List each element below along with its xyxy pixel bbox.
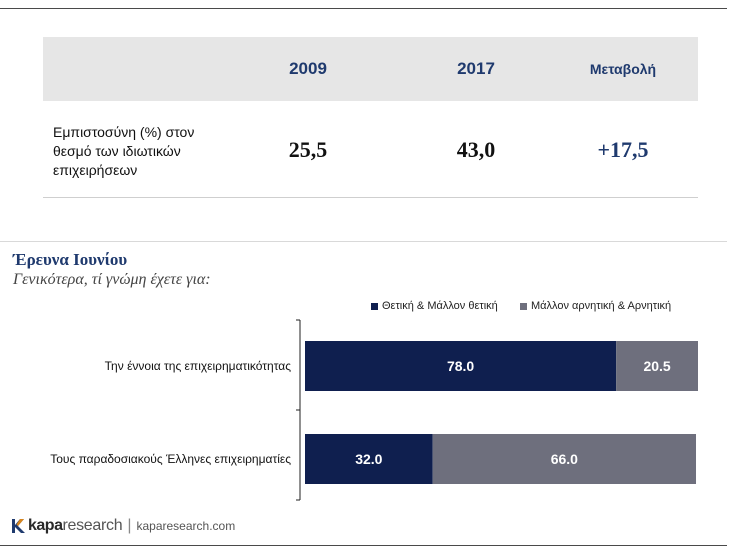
legend-swatch-negative bbox=[520, 302, 527, 310]
table-row: Εμπιστοσύνη (%) στον θεσμό των ιδιωτικών… bbox=[43, 101, 698, 198]
section-divider bbox=[0, 241, 727, 242]
bar-value-label: 66.0 bbox=[551, 451, 578, 467]
header-change: Μεταβολή bbox=[589, 61, 657, 77]
row-label-line: Εμπιστοσύνη (%) στον bbox=[53, 124, 195, 140]
header-2009: 2009 bbox=[289, 59, 327, 78]
logo-research-text: research bbox=[62, 517, 123, 534]
legend-item-negative: Μάλλον αρνητική & Αρνητική bbox=[520, 299, 671, 313]
kapa-research-logo: kapa research | kaparesearch.com bbox=[10, 515, 235, 537]
bar-value-label: 32.0 bbox=[355, 451, 382, 467]
top-rule bbox=[0, 8, 727, 9]
category-label: Την έννοια της επιχειρηματικότητας bbox=[105, 359, 292, 373]
value-2017: 43,0 bbox=[456, 137, 496, 162]
category-label: Τους παραδοσιακούς Έλληνες επιχειρηματίε… bbox=[50, 452, 291, 466]
header-2017: 2017 bbox=[457, 59, 495, 78]
survey-question: Γενικότερα, τί γνώμη έχετε για: bbox=[13, 271, 211, 288]
bottom-rule bbox=[0, 545, 727, 546]
bar-negative bbox=[616, 341, 698, 391]
row-label-line: θεσμό των ιδιωτικών bbox=[53, 143, 181, 159]
bar-negative bbox=[432, 434, 697, 484]
logo-separator: | bbox=[127, 517, 132, 534]
row-label-line: επιχειρήσεων bbox=[53, 162, 138, 178]
bar-positive bbox=[305, 341, 617, 391]
row-label: Εμπιστοσύνη (%) στον θεσμό των ιδιωτικών… bbox=[53, 123, 253, 180]
legend-label-positive: Θετική & Μάλλον θετική bbox=[382, 300, 498, 312]
trust-table: 2009 2017 Μεταβολή Εμπιστοσύνη (%) στον … bbox=[43, 37, 698, 198]
bar-positive bbox=[305, 434, 433, 484]
bar-value-label: 20.5 bbox=[643, 358, 670, 374]
legend-item-positive: Θετική & Μάλλον θετική bbox=[371, 299, 498, 313]
bar-value-label: 78.0 bbox=[447, 358, 474, 374]
logo-url[interactable]: kaparesearch.com bbox=[136, 519, 236, 533]
logo-mark-icon bbox=[12, 519, 25, 533]
value-change: +17,5 bbox=[597, 137, 649, 162]
legend-swatch-positive bbox=[371, 302, 378, 310]
logo-kapa-text: kapa bbox=[28, 517, 63, 534]
table-header: 2009 2017 Μεταβολή bbox=[43, 37, 698, 101]
legend-label-negative: Μάλλον αρνητική & Αρνητική bbox=[531, 300, 672, 312]
survey-title: Έρευνα Ιουνίου bbox=[13, 250, 128, 269]
value-2009: 25,5 bbox=[288, 137, 328, 162]
